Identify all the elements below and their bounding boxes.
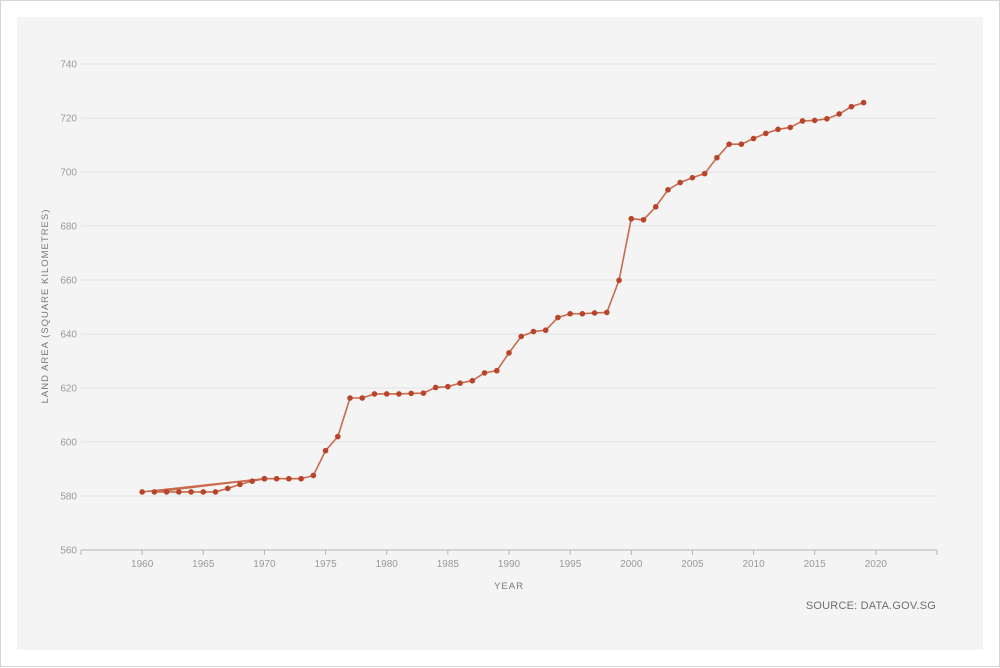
data-point [432, 384, 439, 391]
source-note: SOURCE: DATA.GOV.SG [806, 600, 936, 612]
data-point [628, 215, 635, 222]
data-point [322, 447, 329, 454]
data-point [188, 489, 194, 495]
y-tick-label: 600 [60, 438, 77, 449]
data-point [738, 141, 745, 147]
data-point [689, 174, 696, 181]
data-point [457, 380, 463, 386]
data-point [530, 328, 537, 335]
x-axis-title: YEAR [494, 581, 524, 592]
series-line [142, 101, 864, 493]
y-axis-title: LAND AREA (SQUARE KILOMETRES) [40, 209, 51, 404]
data-point [775, 126, 781, 133]
y-tick-label: 640 [60, 330, 77, 341]
data-point [542, 327, 549, 334]
y-tick-label: 700 [60, 168, 77, 179]
y-tick-label: 660 [60, 276, 77, 287]
data-point [860, 99, 867, 106]
y-tick-label: 720 [60, 114, 77, 125]
data-point [652, 204, 659, 210]
y-tick-label: 620 [60, 384, 77, 395]
data-point [310, 472, 317, 479]
grid-lines [81, 63, 937, 497]
x-tick-label: 2015 [804, 559, 827, 570]
y-tick-label: 680 [60, 222, 77, 233]
data-point [799, 118, 806, 124]
data-point [151, 489, 158, 495]
data-point [481, 370, 488, 376]
x-tick-label: 1965 [192, 559, 215, 570]
data-point [273, 475, 280, 482]
data-point [579, 310, 586, 317]
series-group [139, 99, 867, 495]
data-point [493, 367, 500, 374]
data-point [420, 390, 427, 396]
data-point [237, 481, 243, 488]
x-tick-label: 2000 [620, 559, 643, 570]
data-point [518, 333, 525, 340]
data-point [445, 383, 451, 390]
data-point [163, 489, 170, 495]
data-point [249, 478, 255, 484]
data-point [665, 187, 671, 193]
data-point [763, 130, 769, 137]
data-point [750, 135, 757, 142]
x-axis: 1960 1965 1970 1975 1980 1985 1990 1995 2000 2005… [80, 549, 938, 570]
data-point [335, 433, 341, 440]
data-point [714, 154, 720, 161]
data-point [701, 170, 708, 177]
x-tick-label: 2005 [681, 559, 704, 570]
data-point [469, 377, 476, 384]
data-point [359, 395, 366, 401]
x-tick-label: 1970 [253, 559, 276, 570]
data-point [176, 489, 182, 495]
data-point [811, 117, 818, 124]
data-point [286, 475, 292, 482]
data-point [824, 116, 830, 122]
data-point [604, 309, 610, 316]
data-point [396, 391, 402, 397]
x-tick-label: 1990 [498, 559, 521, 570]
data-point [677, 179, 683, 186]
y-tick-label: 580 [60, 492, 77, 503]
x-tick-label: 1985 [437, 559, 460, 570]
x-tick-label: 1995 [559, 559, 582, 570]
data-point [408, 390, 414, 397]
x-tick-label: 1960 [131, 559, 154, 570]
data-point [212, 489, 219, 495]
x-tick-label: 1975 [314, 559, 337, 570]
data-point [787, 124, 794, 131]
data-point [347, 395, 353, 401]
data-point [139, 489, 145, 495]
data-point [200, 489, 207, 495]
x-tick-label: 2020 [865, 559, 888, 570]
data-point [261, 475, 268, 482]
y-tick-label: 740 [60, 60, 77, 71]
x-tick-label: 2010 [742, 559, 765, 570]
data-point [506, 350, 512, 356]
data-point [591, 310, 598, 316]
data-point [726, 141, 732, 147]
data-point [836, 111, 842, 117]
data-point [640, 216, 647, 223]
data-point [371, 391, 378, 397]
data-point [224, 485, 231, 492]
data-point [848, 103, 855, 110]
data-point [567, 310, 573, 317]
y-axis-ticks: 560 580 600 620 640 660 680 700 720 740 [60, 60, 77, 557]
data-point [555, 314, 561, 321]
x-tick-label: 1980 [376, 559, 399, 570]
data-point [298, 475, 304, 482]
data-point [383, 391, 390, 397]
data-point [616, 277, 622, 284]
y-tick-label: 560 [60, 546, 77, 557]
